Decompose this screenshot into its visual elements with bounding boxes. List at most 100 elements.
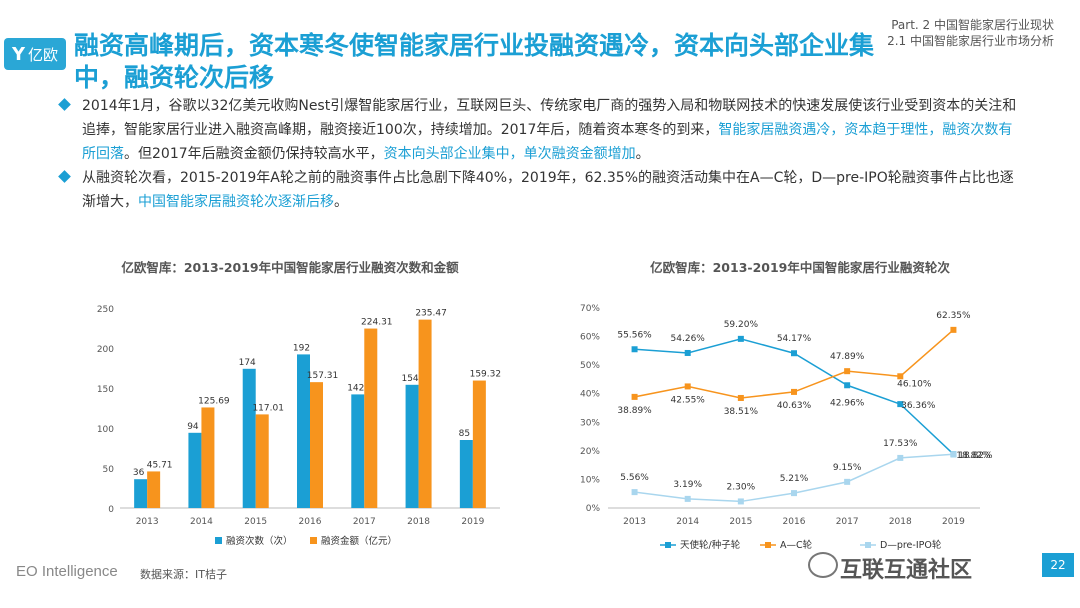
- bar-data-label: 174: [239, 358, 256, 368]
- line-data-label: 54.26%: [671, 334, 706, 344]
- series-marker: [844, 368, 851, 375]
- bar-data-label: 36: [133, 468, 145, 478]
- series-marker: [791, 490, 797, 497]
- y-tick-label: 50: [103, 465, 115, 475]
- legend-swatch: [865, 542, 871, 548]
- bar-amount: [147, 471, 161, 508]
- x-tick-label: 2017: [836, 517, 859, 527]
- line-data-label: 38.51%: [724, 407, 759, 417]
- bar-data-label: 142: [347, 383, 364, 393]
- bar-count: [459, 440, 473, 508]
- bar-count: [297, 354, 310, 508]
- bar-data-label: 235.47: [415, 309, 447, 319]
- bar-count: [188, 432, 202, 508]
- y-tick-label: 60%: [580, 333, 600, 343]
- line-data-label: 5.21%: [780, 474, 809, 484]
- bar-count: [405, 384, 419, 508]
- legend-label: A—C轮: [780, 539, 813, 551]
- data-source: 数据来源：IT桔子: [140, 568, 227, 581]
- series-marker: [791, 350, 797, 357]
- x-tick-label: 2013: [136, 517, 159, 527]
- series-marker: [737, 335, 744, 342]
- series-marker: [844, 478, 851, 485]
- brand-logo: Y 亿欧: [4, 38, 66, 70]
- bar-amount: [364, 328, 378, 508]
- wechat-icon: [808, 552, 838, 578]
- series-marker: [897, 373, 904, 380]
- line-data-label: 9.15%: [833, 463, 862, 473]
- series-marker: [684, 383, 691, 390]
- line-data-label: 18.82%: [956, 451, 991, 461]
- logo-mark: Y: [11, 43, 26, 65]
- section-label: 2.1 中国智能家居行业市场分析: [887, 34, 1054, 48]
- x-tick-label: 2019: [942, 517, 965, 527]
- bar-amount: [418, 319, 432, 508]
- legend-label: 融资次数（次）: [226, 535, 293, 547]
- bullet-1-seg-1: 2014年1月，谷歌以32亿美元收购Nest引爆智能家居行业，互联网巨头、传统家…: [82, 98, 1017, 138]
- series-marker: [950, 326, 957, 333]
- bullet-2-seg-1: 从融资轮次看，2015-2019年A轮之前的融资事件占比急剧下降40%，2019…: [82, 170, 1014, 210]
- bar-data-label: 45.71: [147, 460, 173, 470]
- line-data-label: 42.55%: [671, 395, 706, 405]
- bullet-2-seg-2: 。: [334, 194, 348, 210]
- series-marker: [631, 393, 638, 400]
- bar-count: [351, 394, 365, 508]
- line-data-label: 17.53%: [883, 439, 918, 449]
- bullet-item-1: 2014年1月，谷歌以32亿美元收购Nest引爆智能家居行业，互联网巨头、传统家…: [58, 94, 1020, 166]
- x-tick-label: 2014: [676, 517, 699, 527]
- legend-swatch: [765, 542, 771, 548]
- line-data-label: 47.89%: [830, 352, 865, 362]
- x-tick-label: 2018: [889, 517, 912, 527]
- bar-data-label: 154: [401, 374, 418, 384]
- section-header: Part. 2 中国智能家居行业现状 2.1 中国智能家居行业市场分析: [887, 17, 1054, 49]
- bar-data-label: 192: [293, 343, 310, 353]
- line-data-label: 2.30%: [727, 482, 756, 492]
- bullet-2-highlight-1: 中国智能家居融资轮次逐渐后移: [138, 194, 334, 210]
- line-data-label: 46.10%: [897, 379, 932, 389]
- bar-amount: [472, 380, 486, 508]
- line-data-label: 18.82%: [958, 451, 993, 461]
- series-marker: [631, 489, 638, 496]
- page-title: 融资高峰期后，资本寒冬使智能家居行业投融资遇冷，资本向头部企业集中，融资轮次后移: [74, 31, 875, 92]
- footer-brand: EO Intelligence: [16, 563, 118, 580]
- y-tick-label: 20%: [580, 447, 600, 457]
- x-tick-label: 2013: [623, 517, 646, 527]
- series-marker: [897, 454, 904, 461]
- bar-data-label: 224.31: [361, 318, 393, 328]
- bullet-1-highlight-1: 智能家居融资遇冷，资本趋于理性，融资次数有所回落: [82, 122, 1013, 162]
- y-tick-label: 50%: [580, 361, 600, 371]
- bar-data-label: 94: [187, 422, 199, 432]
- series-marker: [950, 451, 957, 458]
- bar-amount: [310, 382, 323, 508]
- line-data-label: 62.35%: [936, 311, 971, 321]
- page-number: 22: [1042, 553, 1074, 577]
- bar-amount: [201, 407, 215, 508]
- bullet-1-seg-3: 。: [635, 146, 650, 162]
- series-marker: [737, 498, 744, 505]
- line-chart-title: 亿欧智库：2013-2019年中国智能家居行业融资轮次: [650, 260, 950, 275]
- series-marker: [844, 382, 851, 389]
- series-marker: [791, 388, 797, 395]
- line-data-label: 3.19%: [673, 480, 702, 490]
- bar-data-label: 159.32: [470, 370, 502, 380]
- bullet-1-highlight-2: 资本向头部企业集中，单次融资金额增加: [383, 146, 636, 162]
- line-data-label: 36.36%: [901, 401, 936, 411]
- series-marker: [684, 495, 691, 502]
- x-tick-label: 2015: [729, 517, 752, 527]
- line-data-label: 54.17%: [777, 334, 812, 344]
- y-tick-label: 200: [97, 345, 114, 355]
- series-marker: [897, 401, 904, 408]
- y-tick-label: 10%: [580, 475, 600, 485]
- legend-swatch: [215, 537, 222, 544]
- logo-text: 亿欧: [28, 45, 59, 64]
- bullet-1-seg-2: 。但2017年后融资金额仍保持较高水平，: [124, 146, 384, 162]
- series-marker: [684, 349, 691, 356]
- bar-count: [134, 479, 148, 508]
- y-tick-label: 0%: [586, 504, 601, 514]
- y-tick-label: 250: [97, 305, 114, 315]
- y-tick-label: 40%: [580, 390, 600, 400]
- part-label: Part. 2 中国智能家居行业现状: [891, 18, 1054, 32]
- series-marker: [737, 394, 744, 401]
- y-tick-label: 100: [97, 425, 114, 435]
